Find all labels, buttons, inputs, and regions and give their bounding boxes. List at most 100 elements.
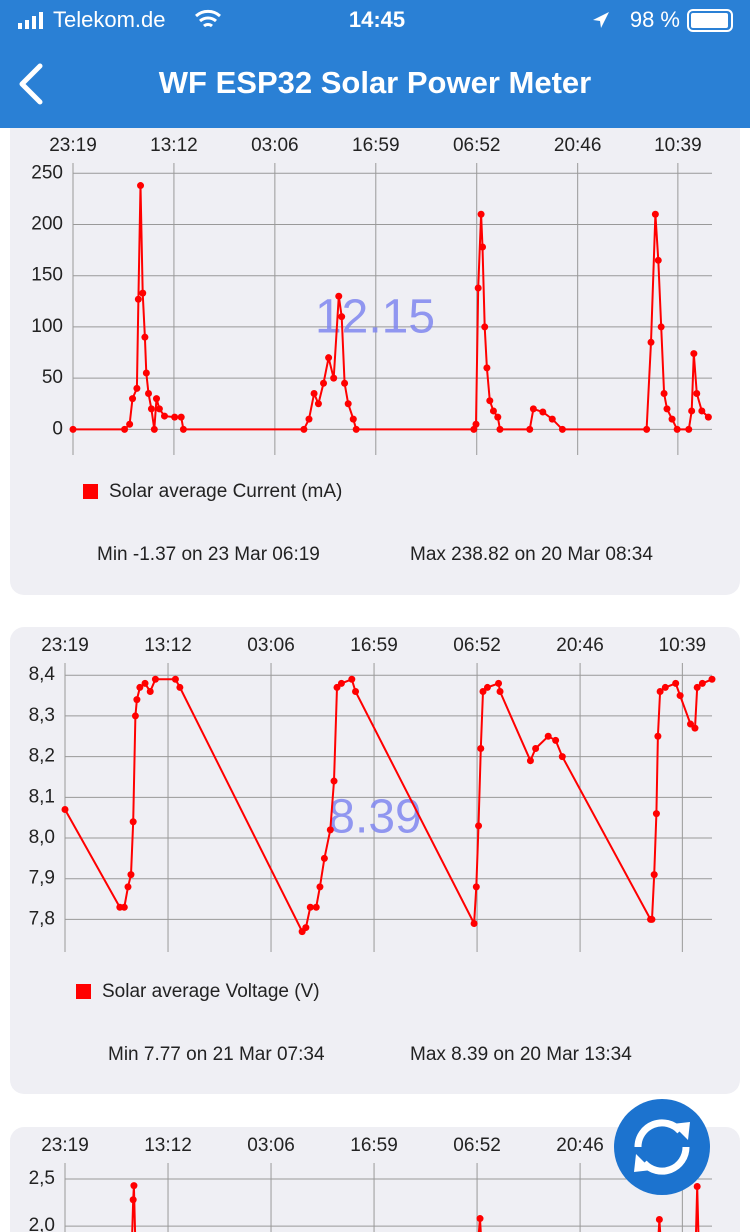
data-point [176, 683, 184, 691]
data-point [171, 413, 179, 421]
data-point [124, 883, 132, 891]
data-point [348, 675, 356, 683]
data-point [171, 675, 179, 683]
x-tick-label: 16:59 [352, 135, 400, 156]
data-point [663, 405, 671, 413]
data-point [139, 289, 147, 297]
data-point [688, 407, 696, 415]
y-tick-label: 8,2 [29, 746, 55, 767]
data-point [69, 425, 77, 433]
data-point [300, 425, 308, 433]
data-point [496, 425, 504, 433]
x-tick-label: 16:59 [350, 1135, 398, 1156]
carrier: Telekom.de [53, 7, 166, 32]
data-point [558, 753, 566, 761]
data-point [708, 675, 716, 683]
x-tick-label: 20:46 [554, 135, 602, 156]
data-point [558, 425, 566, 433]
data-point [141, 333, 149, 341]
data-point [643, 425, 651, 433]
back-button[interactable] [19, 63, 43, 105]
battery-level [691, 13, 728, 28]
x-tick-label: 06:52 [453, 1135, 501, 1156]
data-point [352, 425, 360, 433]
y-tick-label: 7,8 [29, 908, 55, 929]
clock: 14:45 [349, 7, 405, 32]
x-tick-label: 10:39 [659, 635, 707, 656]
x-tick-label: 06:52 [453, 635, 501, 656]
x-tick-label: 13:12 [150, 135, 198, 156]
y-tick-label: 8,1 [29, 786, 55, 807]
x-tick-label: 03:06 [247, 1135, 295, 1156]
data-point [325, 354, 333, 362]
data-point [130, 1182, 138, 1190]
data-point [337, 679, 345, 687]
data-point [142, 369, 150, 377]
data-point [129, 395, 137, 403]
x-tick-label: 20:46 [556, 635, 604, 656]
data-point [305, 415, 313, 423]
data-point [133, 696, 141, 704]
y-tick-label: 50 [42, 367, 63, 388]
data-point [472, 420, 480, 428]
data-point [529, 405, 537, 413]
card [10, 627, 740, 1094]
data-point [479, 243, 487, 251]
data-point [151, 675, 159, 683]
data-point [155, 405, 163, 413]
data-point [338, 313, 346, 321]
data-point [476, 1215, 484, 1223]
data-point [526, 425, 534, 433]
data-point [333, 683, 341, 691]
data-point [121, 425, 129, 433]
current-value: 12.15 [315, 291, 435, 344]
data-point [526, 757, 534, 765]
legend-swatch [83, 484, 98, 499]
data-point [676, 692, 684, 700]
data-point [698, 679, 706, 687]
data-point [651, 210, 659, 218]
y-tick-label: 8,3 [29, 705, 55, 726]
data-point [120, 903, 128, 911]
data-point [693, 390, 701, 398]
max-info: Max 8.39 on 20 Mar 13:34 [410, 1044, 632, 1065]
data-point [693, 1183, 701, 1191]
data-point [61, 806, 69, 814]
data-point [698, 407, 706, 415]
data-point [481, 323, 489, 331]
legend-label: Solar average Voltage (V) [102, 981, 320, 1002]
data-point [129, 818, 137, 826]
data-point [657, 323, 665, 331]
data-point [330, 374, 338, 382]
y-tick-label: 100 [31, 316, 63, 337]
data-point [661, 683, 669, 691]
y-tick-label: 150 [31, 265, 63, 286]
legend-label: Solar average Current (mA) [109, 481, 342, 502]
battery-icon [687, 9, 733, 32]
y-tick-label: 8,4 [29, 664, 56, 685]
data-point [341, 379, 349, 387]
data-point [335, 292, 343, 300]
y-tick-label: 250 [31, 162, 63, 183]
data-point [552, 736, 560, 744]
data-point [489, 407, 497, 415]
data-point [302, 924, 310, 932]
card [10, 100, 740, 595]
data-point [352, 687, 360, 695]
data-point [494, 413, 502, 421]
data-point [136, 683, 144, 691]
data-point [647, 338, 655, 346]
data-point [668, 415, 676, 423]
x-tick-label: 10:39 [654, 135, 702, 156]
data-point [349, 415, 357, 423]
y-tick-label: 0 [52, 418, 63, 439]
refresh-button[interactable] [614, 1099, 710, 1195]
data-point [656, 687, 664, 695]
data-point [687, 720, 695, 728]
data-point [548, 415, 556, 423]
data-point [153, 395, 161, 403]
x-tick-label: 23:19 [49, 135, 97, 156]
wifi-icon [195, 9, 221, 28]
data-point [129, 1196, 137, 1204]
